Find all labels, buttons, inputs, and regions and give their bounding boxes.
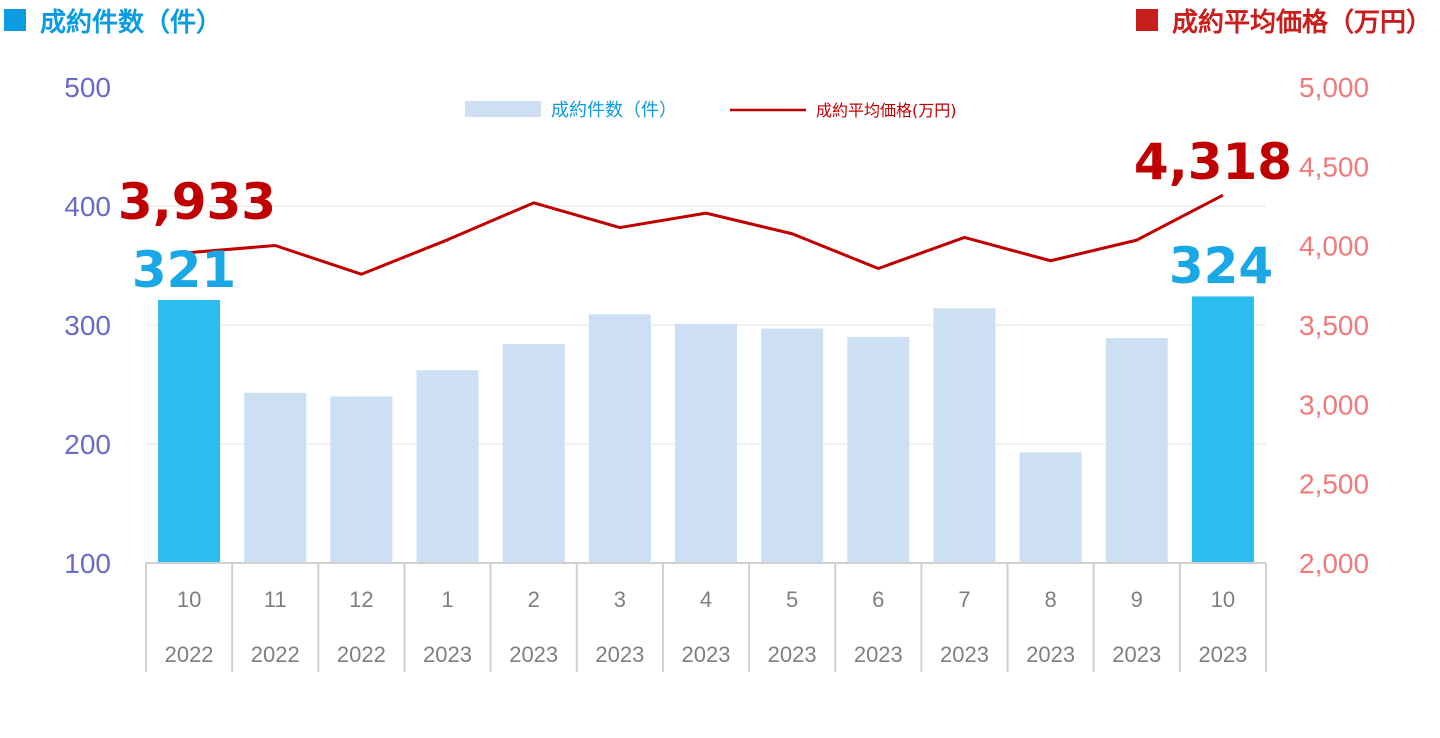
right-tick-label: 3,500 [1299,310,1369,341]
year-label: 2023 [768,642,817,667]
bar [330,396,393,563]
right-tick-label: 3,000 [1299,389,1369,420]
callout-price-start: 3,933 [118,173,276,231]
left-tick-label: 300 [64,310,111,341]
right-axis-header: 成約平均価格（万円） [1135,0,1432,40]
bar [847,336,910,563]
right-tick-label: 4,000 [1299,231,1369,262]
right-tick-label: 4,500 [1299,151,1369,182]
month-label: 6 [872,587,884,612]
left-tick-label: 400 [64,191,111,222]
bar-series-swatch [4,9,26,31]
right-axis-ticks: 2,000 2,500 3,000 3,500 4,000 4,500 5,000 [1299,72,1369,579]
line-series [188,193,1224,276]
callout-price-end: 4,318 [1134,133,1292,191]
year-label: 2022 [165,642,214,667]
month-label: 8 [1044,587,1056,612]
year-label: 2023 [423,642,472,667]
month-label: 7 [958,587,970,612]
year-label: 2023 [1198,642,1247,667]
bar [761,328,824,563]
month-label: 1 [441,587,453,612]
right-tick-label: 2,000 [1299,548,1369,579]
year-label: 2023 [509,642,558,667]
year-label: 2023 [1112,642,1161,667]
month-label: 5 [786,587,798,612]
year-label: 2023 [1026,642,1075,667]
right-axis-title: 成約平均価格（万円） [1171,7,1432,38]
price-line [188,193,1224,276]
line-series-swatch [1135,9,1158,31]
year-label: 2023 [682,642,731,667]
legend: 成約件数（件） 成約平均価格(万円) [465,100,957,121]
right-tick-label: 2,500 [1299,469,1369,500]
category-axis: 10 2022 11 2022 12 2022 1 2023 2 2023 3 2023 4 2023 5 2… [145,562,1267,672]
month-label: 4 [700,587,712,612]
month-label: 10 [177,587,201,612]
year-label: 2022 [337,642,386,667]
year-label: 2023 [854,642,903,667]
bar [1191,296,1254,563]
left-tick-label: 500 [64,72,111,103]
legend-bar-label: 成約件数（件） [551,100,677,121]
month-label: 11 [264,587,287,612]
bar [416,370,479,563]
bar [1105,338,1168,563]
bar [675,323,737,563]
left-axis-title: 成約件数（件） [40,7,223,38]
month-label: 10 [1211,587,1235,612]
year-label: 2022 [251,642,300,667]
callout-count-end: 324 [1169,237,1273,295]
bar [933,308,996,563]
legend-bar-swatch [465,101,541,117]
right-tick-label: 5,000 [1299,72,1369,103]
bar [158,300,221,563]
bar [588,314,651,563]
month-label: 9 [1131,587,1143,612]
callout-count-start: 321 [132,241,236,299]
left-axis-ticks: 100 200 300 400 500 [64,72,111,579]
year-label: 2023 [595,642,644,667]
year-label: 2023 [940,642,989,667]
month-label: 12 [349,587,373,612]
bar [1019,452,1082,563]
bar [502,344,565,563]
bar-series [158,296,1254,563]
legend-line-label: 成約平均価格(万円) [816,101,957,120]
value-callouts: 3,933 321 4,318 324 [118,133,1292,299]
left-axis-header: 成約件数（件） [4,0,222,40]
month-label: 2 [528,587,540,612]
left-tick-label: 200 [64,429,111,460]
bar [244,392,307,563]
month-label: 3 [614,587,626,612]
left-tick-label: 100 [64,548,111,579]
